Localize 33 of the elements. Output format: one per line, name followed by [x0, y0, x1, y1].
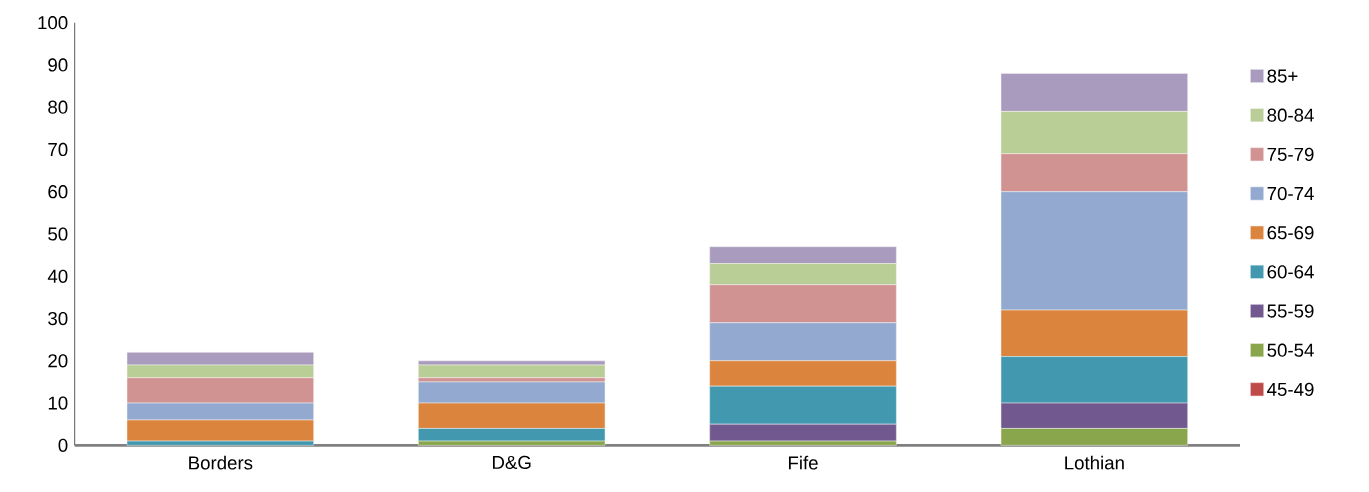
- y-tick-label: 60: [48, 185, 68, 199]
- x-tick-label: Lothian: [1065, 455, 1124, 470]
- bar: [126, 419, 314, 442]
- bar: [418, 440, 606, 446]
- y-tick-label: 80: [48, 100, 68, 114]
- bar: [418, 428, 606, 442]
- legend-label: 65-69: [1267, 226, 1314, 240]
- bar: [418, 364, 606, 378]
- bar: [1000, 309, 1188, 357]
- legend-label: 85+: [1267, 69, 1298, 83]
- y-tick-label: 50: [48, 227, 68, 241]
- y-tick-label: 10: [48, 396, 68, 410]
- legend-label: 60-64: [1267, 265, 1314, 279]
- x-tick-label: Fife: [788, 455, 818, 470]
- y-tick-label: 20: [48, 354, 68, 368]
- x-tick-label: Borders: [189, 455, 253, 470]
- legend-label: 45-49: [1267, 382, 1314, 396]
- bar: [418, 402, 606, 429]
- legend-label: 70-74: [1267, 186, 1314, 201]
- bar: [126, 440, 314, 446]
- legend-label: 55-59: [1267, 304, 1314, 318]
- legend-label: 50-54: [1267, 343, 1314, 357]
- legend-label: 80-84: [1267, 108, 1314, 122]
- y-tick-label: 70: [48, 142, 68, 157]
- bar: [709, 360, 897, 387]
- y-tick-label: 0: [58, 438, 68, 452]
- bar: [418, 381, 606, 404]
- y-tick-label: 40: [47, 269, 68, 283]
- x-tick-label: D&G: [492, 455, 531, 470]
- legend-label: 75-79: [1267, 147, 1314, 161]
- y-tick-label: 90: [48, 58, 68, 72]
- y-tick-label: 30: [48, 311, 68, 326]
- y-tick-label: 100: [38, 16, 68, 30]
